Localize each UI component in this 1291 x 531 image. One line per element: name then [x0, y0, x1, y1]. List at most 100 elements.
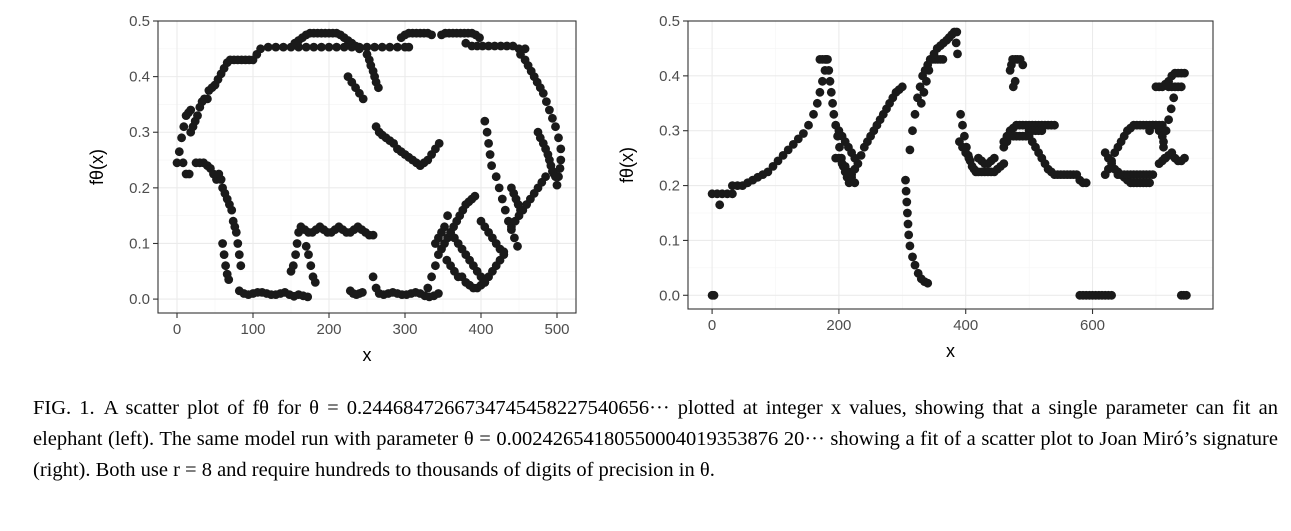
miro-point — [901, 175, 910, 185]
elephant-y-tick-label: 0.1 — [129, 235, 150, 252]
miro-point — [850, 178, 860, 188]
miro-y-tick-label: 0.3 — [659, 123, 680, 140]
elephant-point — [263, 42, 273, 52]
miro-point — [922, 76, 931, 86]
elephant-point — [203, 94, 212, 104]
elephant-point — [227, 205, 237, 215]
elephant-point — [271, 42, 281, 52]
miro-point — [1050, 120, 1059, 130]
elephant-point — [306, 261, 316, 271]
elephant-x-axis-title: x — [363, 345, 372, 365]
miro-point — [999, 159, 1009, 169]
elephant-point — [310, 278, 320, 287]
miro-panel-border — [687, 20, 1214, 310]
miro-point — [709, 290, 719, 300]
elephant-point — [427, 272, 436, 282]
miro-y-tick-label: 0.1 — [659, 232, 680, 249]
elephant-point — [393, 42, 402, 52]
miro-points — [707, 27, 1191, 300]
miro-point — [1180, 68, 1189, 78]
elephant-point — [339, 42, 349, 52]
elephant-point — [368, 272, 378, 282]
miro-x-tick-label: 400 — [953, 317, 978, 334]
miro-point — [1010, 76, 1020, 86]
elephant-point — [545, 105, 554, 115]
elephant-y-tick-label: 0.5 — [129, 13, 150, 30]
elephant-point — [184, 169, 194, 179]
miro-point — [728, 189, 737, 199]
miro-point — [903, 208, 912, 218]
elephant-point — [541, 172, 550, 182]
elephant-point — [219, 250, 229, 259]
miro-point — [905, 145, 915, 155]
miro-point — [916, 98, 926, 108]
elephant-point — [279, 42, 288, 52]
elephant-point — [256, 44, 265, 54]
miro-point — [799, 129, 808, 138]
elephant-y-tick-label: 0.4 — [129, 69, 150, 86]
elephant-point — [221, 261, 231, 271]
elephant-point — [303, 292, 313, 302]
miro-point — [824, 66, 834, 75]
miro-point — [953, 49, 962, 59]
elephant-point — [554, 133, 563, 143]
miro-signature-scatter-plot: 0 200 400 600 0.0 0.1 0.2 0.3 0.4 0.5 x fθ(x) — [617, 13, 1214, 361]
miro-x-tick-label: 0 — [708, 317, 716, 334]
elephant-point — [358, 288, 367, 297]
elephant-point — [374, 83, 383, 93]
miro-point — [1107, 290, 1116, 300]
miro-point — [715, 200, 725, 210]
miro-x-axis-title: x — [946, 341, 955, 361]
miro-point — [825, 76, 835, 86]
elephant-point — [317, 42, 326, 52]
miro-point — [1164, 115, 1173, 125]
elephant-point — [497, 194, 507, 204]
elephant-point — [440, 222, 449, 232]
elephant-point — [542, 97, 551, 106]
miro-point — [823, 55, 832, 64]
elephant-point — [362, 42, 372, 52]
elephant-point — [478, 41, 487, 51]
miro-point — [958, 120, 967, 130]
miro-point — [903, 219, 913, 229]
miro-point — [1018, 60, 1028, 70]
miro-point — [828, 98, 837, 108]
elephant-point — [484, 41, 493, 51]
elephant-y-tick-label: 0.3 — [129, 124, 150, 141]
elephant-point — [368, 230, 378, 240]
elephant-point — [491, 172, 501, 182]
miro-point — [938, 55, 948, 64]
elephant-x-tick-label: 500 — [544, 321, 569, 338]
miro-point — [835, 142, 844, 152]
elephant-x-tick-label: 400 — [468, 321, 493, 338]
elephant-point — [186, 105, 196, 115]
elephant-point — [291, 250, 300, 259]
elephant-point — [510, 233, 519, 243]
elephant-scatter-plot: 0 100 200 300 400 500 0.0 0.1 0.2 0.3 0.4 0.5 x fθ(x) — [87, 13, 577, 365]
elephant-x-tick-label: 300 — [392, 321, 417, 338]
miro-point — [908, 252, 917, 262]
miro-point — [905, 241, 915, 251]
elephant-x-tick-label: 0 — [173, 321, 181, 338]
miro-point — [952, 27, 962, 37]
elephant-point — [370, 42, 379, 52]
miro-point — [910, 109, 920, 119]
miro-x-tick-label: 200 — [826, 317, 851, 334]
elephant-point — [385, 42, 395, 52]
elephant-point — [292, 239, 302, 248]
elephant-point — [177, 133, 187, 143]
elephant-point — [234, 250, 244, 259]
miro-point — [1161, 126, 1171, 136]
miro-point — [804, 120, 813, 130]
miro-point — [964, 153, 974, 163]
elephant-y-tick-label: 0.0 — [129, 291, 150, 308]
miro-point — [818, 76, 827, 86]
elephant-point — [502, 41, 512, 51]
elephant-point — [485, 150, 495, 159]
miro-point — [956, 109, 965, 119]
miro-y-tick-label: 0.5 — [659, 13, 680, 30]
miro-point — [1166, 104, 1176, 114]
elephant-point — [470, 191, 480, 201]
miro-point — [829, 109, 839, 119]
miro-point — [901, 186, 911, 196]
